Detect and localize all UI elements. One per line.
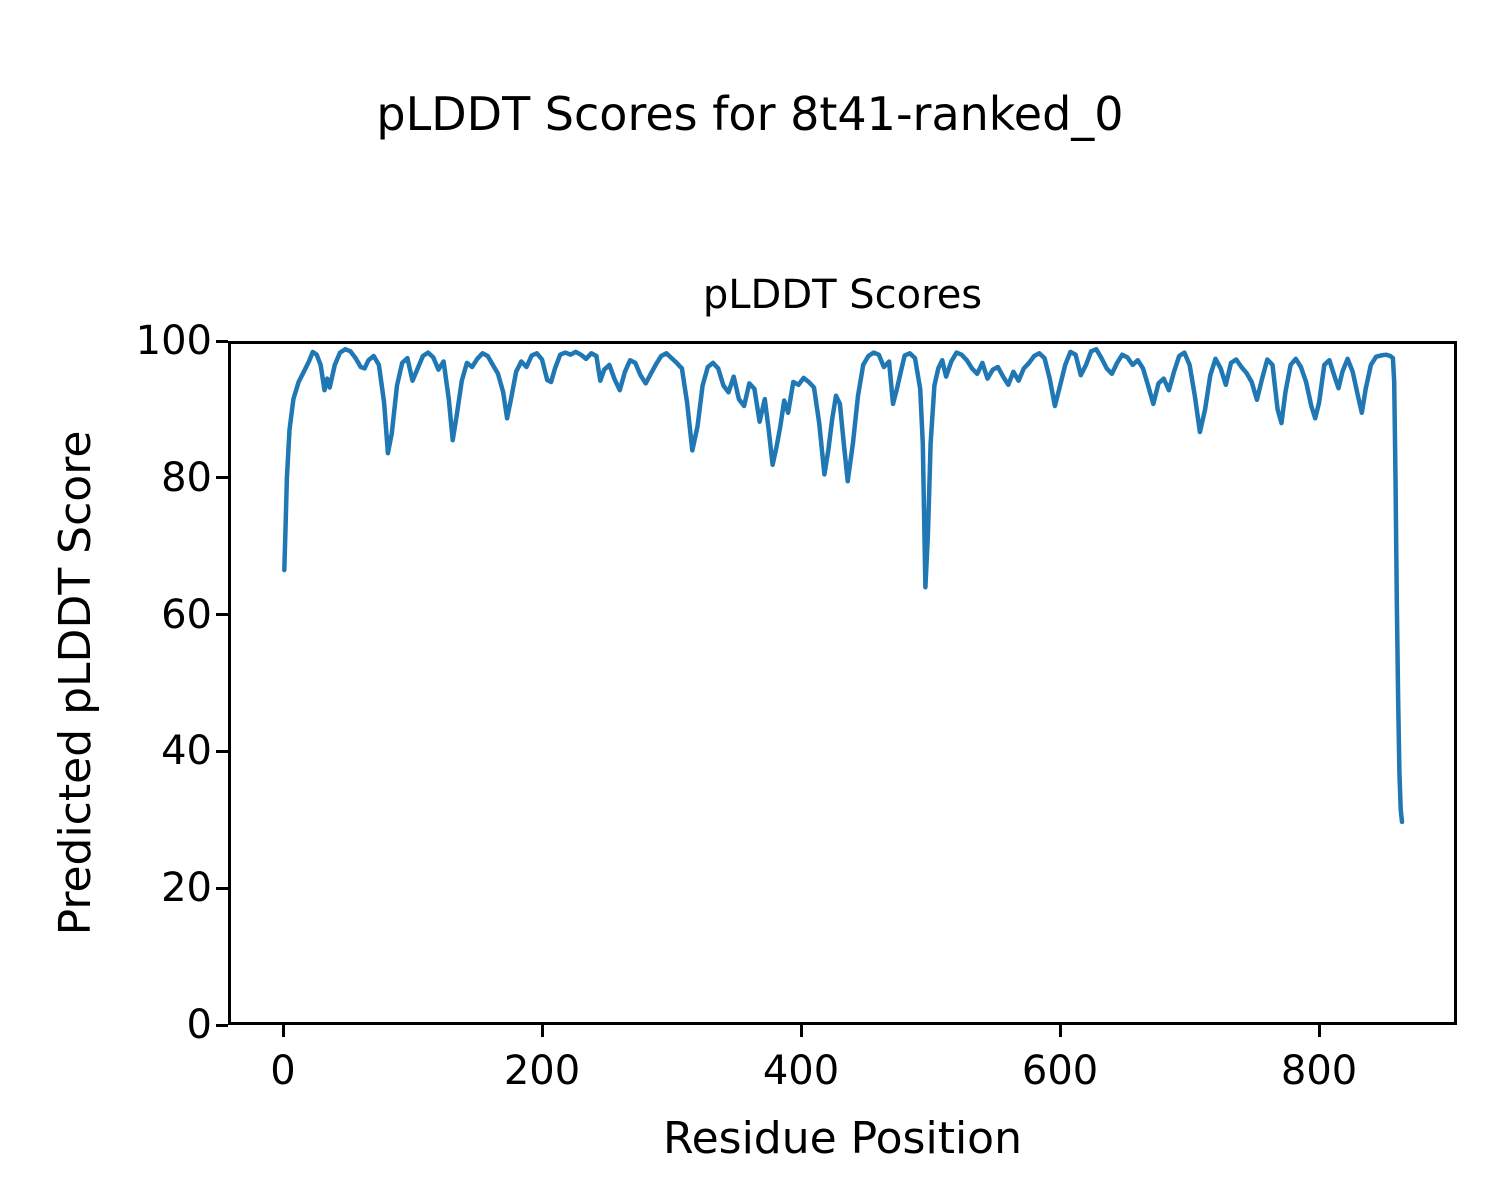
y-tick-label: 40 — [161, 728, 212, 775]
y-tick-label: 100 — [135, 318, 212, 364]
y-tick-mark — [216, 476, 228, 480]
x-tick-label: 200 — [503, 1048, 581, 1094]
y-tick-label: 0 — [186, 1002, 212, 1048]
y-tick-mark — [216, 886, 228, 890]
x-tick-label: 800 — [1280, 1048, 1358, 1094]
x-tick-label: 0 — [270, 1048, 296, 1094]
plddt-line — [282, 346, 1405, 825]
y-tick-mark — [216, 339, 228, 343]
y-tick-mark — [216, 1023, 228, 1027]
x-axis-label: Residue Position — [662, 1113, 1022, 1164]
x-tick-mark — [799, 1025, 803, 1037]
plot-svg — [282, 346, 1405, 825]
y-axis-label: Predicted pLDDT Score — [50, 430, 101, 936]
y-tick-mark — [216, 613, 228, 617]
x-tick-mark — [540, 1025, 544, 1037]
x-tick-label: 400 — [762, 1048, 840, 1094]
x-tick-mark — [1058, 1025, 1062, 1037]
y-tick-label: 80 — [161, 454, 212, 501]
x-tick-label: 600 — [1021, 1048, 1099, 1094]
figure-title: pLDDT Scores for 8t41-ranked_0 — [376, 87, 1124, 141]
axes-title: pLDDT Scores — [702, 272, 983, 318]
y-tick-label: 20 — [161, 865, 212, 912]
y-tick-mark — [216, 749, 228, 753]
x-tick-mark — [1317, 1025, 1321, 1037]
plot-area — [228, 341, 1457, 1025]
y-tick-label: 60 — [161, 591, 212, 638]
x-tick-mark — [281, 1025, 285, 1037]
